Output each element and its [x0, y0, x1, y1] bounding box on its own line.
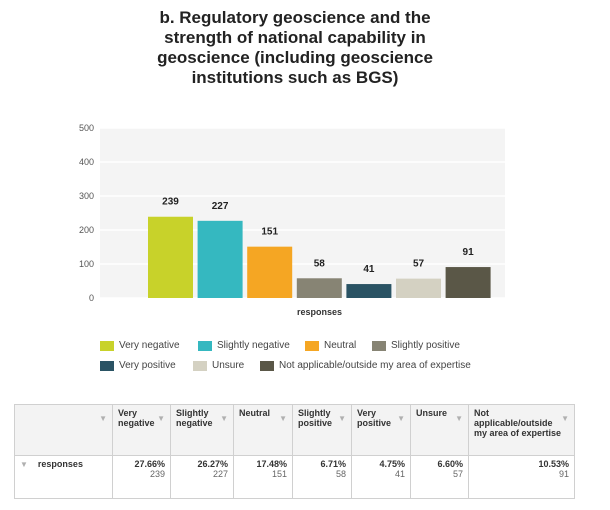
bar[interactable] — [247, 246, 293, 298]
data-label: 227 — [212, 201, 229, 212]
chevron-down-icon[interactable]: ▼ — [157, 414, 165, 423]
bar[interactable] — [445, 267, 491, 298]
cell-percent: 6.71% — [320, 459, 346, 469]
table-cell: 26.27% 227 — [170, 455, 234, 499]
table-cell: 17.48% 151 — [233, 455, 293, 499]
cell-count: 227 — [212, 469, 228, 479]
cell-count: 151 — [271, 469, 287, 479]
legend-swatch — [198, 340, 212, 351]
table-cell: 10.53% 91 — [468, 455, 575, 499]
y-tick-label: 100 — [79, 259, 94, 269]
cell-percent: 4.75% — [379, 459, 405, 469]
legend-item[interactable]: Neutral — [305, 340, 356, 351]
table-cell: 27.66% 239 — [112, 455, 171, 499]
y-tick-label: 200 — [79, 225, 94, 235]
row-label-text: responses — [37, 459, 83, 469]
cell-percent: 27.66% — [134, 459, 165, 469]
data-label: 91 — [463, 247, 475, 258]
bar-chart: 0 100 200 300 400 500 239 227 151 58 41 57 91 respons… — [79, 123, 505, 317]
data-label: 239 — [162, 197, 179, 208]
chevron-down-icon[interactable]: ▼ — [397, 414, 405, 423]
x-axis-label: responses — [297, 307, 342, 317]
chevron-down-icon[interactable]: ▼ — [99, 414, 107, 423]
data-label: 58 — [314, 258, 326, 269]
bar[interactable] — [396, 278, 441, 298]
legend-label: Not applicable/outside my area of expert… — [279, 360, 471, 371]
legend-swatch — [100, 360, 114, 371]
legend-swatch — [193, 360, 207, 371]
chevron-down-icon[interactable]: ▼ — [561, 414, 569, 423]
cell-count: 41 — [394, 469, 405, 479]
column-header-label: Very negative — [118, 408, 155, 428]
chevron-down-icon[interactable]: ▼ — [455, 414, 463, 423]
column-header[interactable]: ▼ Very positive — [351, 404, 411, 456]
cell-percent: 10.53% — [538, 459, 569, 469]
legend-swatch — [100, 340, 114, 351]
cell-percent: 26.27% — [197, 459, 228, 469]
table-cell: 6.71% 58 — [292, 455, 352, 499]
legend-label: Very positive — [119, 360, 176, 371]
legend-swatch — [260, 360, 274, 371]
data-label: 151 — [261, 227, 278, 238]
column-header-label: Unsure — [416, 408, 448, 418]
table-corner: ▼ — [14, 404, 113, 456]
cell-count: 57 — [452, 469, 463, 479]
y-tick-label: 500 — [79, 123, 94, 133]
column-header-label: Neutral — [239, 408, 271, 418]
cell-count: 58 — [335, 469, 346, 479]
row-label: ▼ responses — [14, 455, 113, 499]
bar[interactable] — [197, 220, 243, 298]
chart-title: b. Regulatory geoscience and the strengt… — [157, 8, 433, 87]
legend-item[interactable]: Unsure — [193, 360, 244, 371]
y-tick-label: 0 — [89, 293, 94, 303]
legend-label: Unsure — [212, 360, 245, 371]
chevron-down-icon[interactable]: ▼ — [338, 414, 346, 423]
legend-item[interactable]: Not applicable/outside my area of expert… — [260, 360, 471, 371]
column-header[interactable]: ▼ Neutral — [233, 404, 293, 456]
legend-item[interactable]: Slightly positive — [372, 340, 460, 351]
table-cell: 4.75% 41 — [351, 455, 411, 499]
column-header-label: Slightly negative — [176, 408, 213, 428]
legend-label: Slightly positive — [391, 340, 460, 351]
legend-label: Neutral — [324, 340, 357, 351]
cell-count: 239 — [149, 469, 165, 479]
legend-item[interactable]: Very negative — [100, 340, 180, 351]
table-header-row: ▼ ▼ Very negative ▼ Slightly negative ▼ Neutr… — [14, 404, 575, 456]
column-header[interactable]: ▼ Slightly negative — [170, 404, 234, 456]
data-label: 57 — [413, 259, 425, 270]
bar[interactable] — [346, 284, 392, 298]
table-cell: 6.60% 57 — [410, 455, 469, 499]
column-header-label: Slightly positive — [298, 408, 333, 428]
legend-item[interactable]: Slightly negative — [198, 340, 290, 351]
cell-count: 91 — [558, 469, 569, 479]
column-header[interactable]: ▼ Very negative — [112, 404, 171, 456]
column-header-label: Not applicable/outside my area of expert… — [474, 408, 562, 438]
cell-percent: 6.60% — [437, 459, 463, 469]
bar[interactable] — [148, 216, 193, 298]
legend-label: Very negative — [119, 340, 180, 351]
data-label: 41 — [363, 264, 375, 275]
bar[interactable] — [296, 278, 342, 298]
chevron-down-icon[interactable]: ▼ — [20, 460, 28, 469]
column-header[interactable]: ▼ Unsure — [410, 404, 469, 456]
legend-swatch — [372, 340, 386, 351]
chevron-down-icon[interactable]: ▼ — [279, 414, 287, 423]
legend-swatch — [305, 340, 319, 351]
column-header[interactable]: ▼ Not applicable/outside my area of exper… — [468, 404, 575, 456]
table-row: ▼ responses 27.66% 239 26.27% 227 17.48% 151 6.… — [14, 455, 575, 499]
column-header-label: Very positive — [357, 408, 392, 428]
legend-label: Slightly negative — [217, 340, 290, 351]
summary-table: ▼ ▼ Very negative ▼ Slightly negative ▼ Neutr… — [14, 404, 575, 499]
column-header[interactable]: ▼ Slightly positive — [292, 404, 352, 456]
chevron-down-icon[interactable]: ▼ — [220, 414, 228, 423]
y-tick-label: 300 — [79, 191, 94, 201]
legend-item[interactable]: Very positive — [100, 360, 176, 371]
cell-percent: 17.48% — [256, 459, 287, 469]
y-tick-label: 400 — [79, 157, 94, 167]
